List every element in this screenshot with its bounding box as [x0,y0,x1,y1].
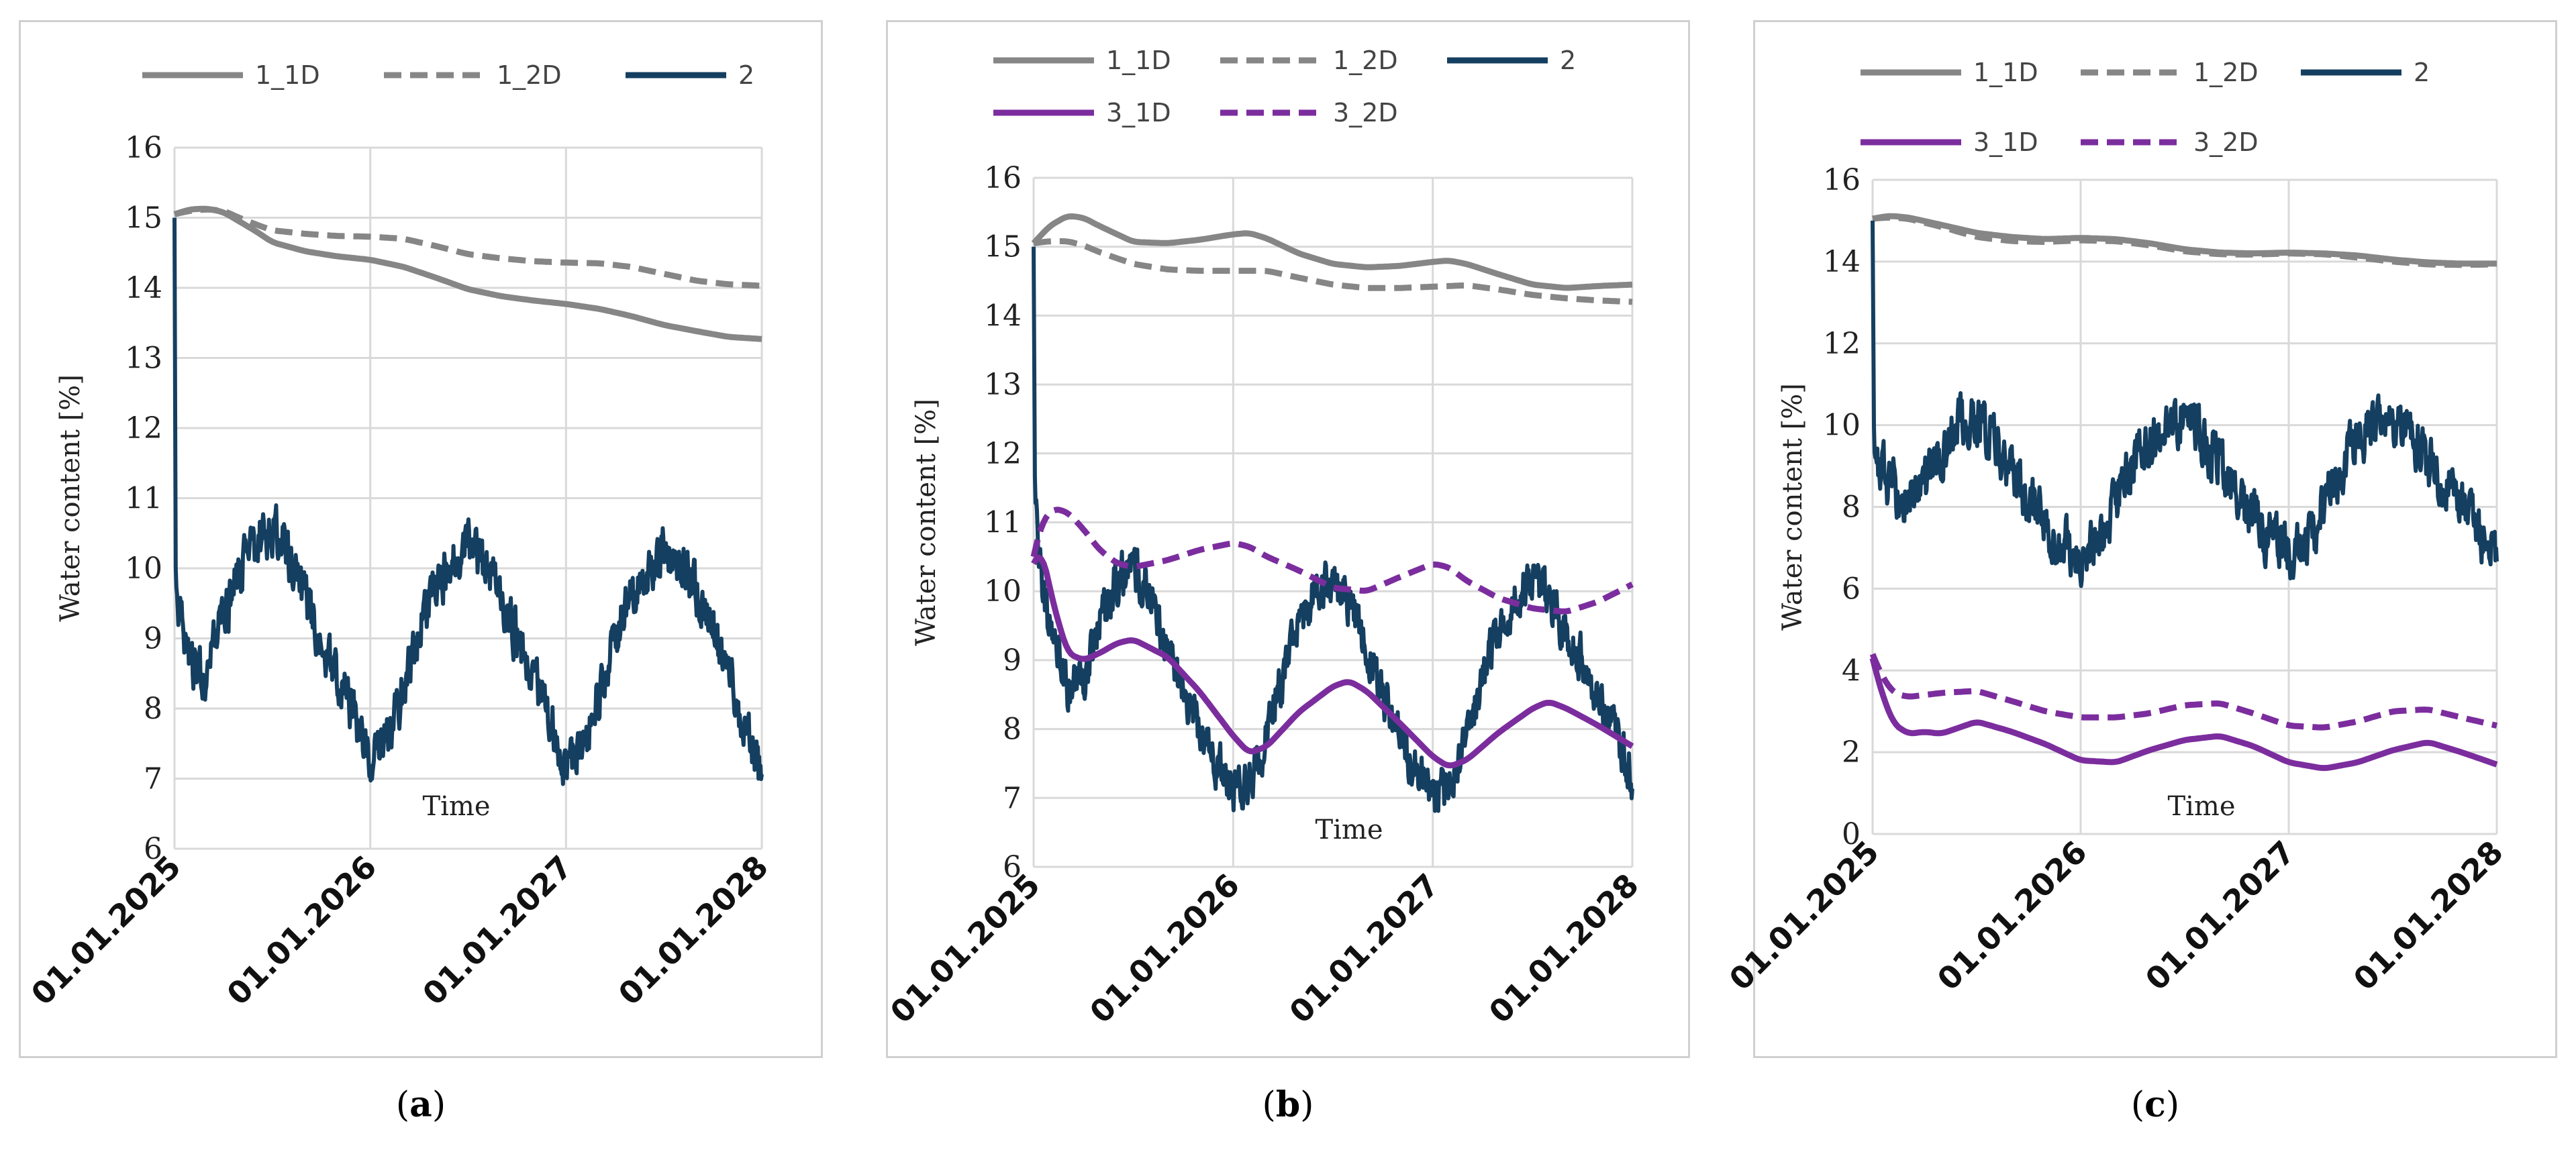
x-axis-title: Time [2167,791,2235,822]
legend: 1_1D 1_2D 2 3_1D 3_2D [993,46,1576,127]
y-tick-label: 12 [125,411,162,446]
series-line-1_2D [174,206,762,289]
panel-a-frame [19,20,823,1058]
y-tick-label: 14 [1823,245,1861,279]
series-line-3_2D [1030,507,1634,615]
legend-label-3_1D: 3_1D [1106,98,1171,127]
panel-b-frame [886,20,1690,1058]
caption-c-letter: c [2144,1084,2166,1125]
y-axis-title: Water content [%] [1777,383,1808,631]
y-tick-label: 13 [984,368,1022,402]
x-tick-label: 01.01.2025 [1722,834,1886,998]
legend-label-2: 2 [738,60,754,90]
caption-b-close: ) [1300,1085,1314,1125]
caption-a-close: ) [432,1085,446,1125]
x-tick-label: 01.01.2027 [2138,834,2302,998]
y-tick-label: 10 [125,552,162,586]
series-line-2 [172,217,764,786]
y-tick-label: 6 [1003,850,1022,884]
legend: 1_1D 1_2D 2 3_1D 3_2D [1861,58,2430,157]
y-tick-label: 9 [1003,643,1022,678]
legend-label-1_2D: 1_2D [1333,46,1398,75]
series-line-1_2D [1872,214,2497,268]
y-tick-label: 6 [144,832,162,866]
y-tick-label: 16 [1823,163,1861,197]
series-line-1_1D [173,205,762,342]
y-tick-label: 10 [984,574,1022,609]
legend-label-1_1D: 1_1D [1973,58,2038,87]
caption-c-close: ) [2165,1085,2180,1125]
y-tick-label: 6 [1842,572,1861,606]
y-tick-label: 8 [1003,713,1022,747]
y-axis-title: Water content [%] [911,399,942,646]
y-tick-label: 12 [984,437,1022,471]
caption-c: (c) [2131,1084,2179,1125]
y-tick-label: 11 [125,482,162,516]
x-axis-title: Time [1315,815,1383,845]
y-tick-label: 15 [125,201,162,236]
y-axis-title: Water content [%] [55,374,86,622]
caption-b-open: ( [1262,1085,1276,1125]
caption-a-letter: a [409,1084,432,1125]
legend-label-1_2D: 1_2D [2193,58,2259,87]
legend: 1_1D 1_2D 2 [142,60,754,90]
y-tick-label: 7 [144,762,162,796]
legend-label-1_1D: 1_1D [1106,46,1171,75]
y-tick-label: 15 [984,230,1022,264]
series-line-1_2D [1033,238,1633,305]
y-tick-label: 12 [1823,327,1861,361]
caption-c-open: ( [2130,1085,2145,1125]
series-line-3_1D [1869,657,2498,772]
series-line-1_1D [1872,213,2497,267]
x-tick-label: 01.01.2028 [2346,834,2510,998]
series-line-3_2D [1869,653,2498,731]
y-tick-label: 11 [984,506,1022,540]
y-tick-label: 14 [984,299,1022,333]
x-tick-label: 01.01.2026 [1930,834,2094,998]
y-tick-label: 8 [144,692,162,726]
legend-label-3_2D: 3_2D [1333,98,1398,127]
series-line-3_1D [1031,554,1634,769]
legend-label-2: 2 [2414,58,2430,87]
x-axis-title: Time [422,791,490,822]
caption-b: (b) [1262,1084,1314,1125]
y-tick-label: 10 [1823,409,1861,443]
y-tick-label: 4 [1842,654,1861,688]
caption-a: (a) [396,1084,446,1125]
caption-b-letter: b [1275,1084,1301,1125]
y-tick-label: 16 [984,161,1022,195]
series-line-2 [1871,220,2499,588]
legend-label-1_1D: 1_1D [255,60,320,90]
y-tick-label: 14 [125,271,162,305]
legend-label-2: 2 [1560,46,1576,75]
series-line-1_1D [1031,213,1633,291]
caption-a-open: ( [395,1085,410,1125]
gridlines [1032,176,1634,868]
gridlines [1871,178,2498,835]
y-tick-label: 0 [1842,817,1861,851]
y-tick-label: 2 [1842,735,1861,770]
y-tick-label: 13 [125,342,162,376]
legend-label-3_2D: 3_2D [2193,127,2259,157]
y-tick-label: 16 [125,131,162,165]
y-tick-label: 9 [144,622,162,656]
y-tick-label: 7 [1003,781,1022,815]
legend-label-1_2D: 1_2D [497,60,562,90]
legend-label-3_1D: 3_1D [1973,127,2038,157]
panel-c-frame [1753,20,2557,1058]
y-tick-label: 8 [1842,490,1861,525]
series-line-2 [1032,246,1634,813]
